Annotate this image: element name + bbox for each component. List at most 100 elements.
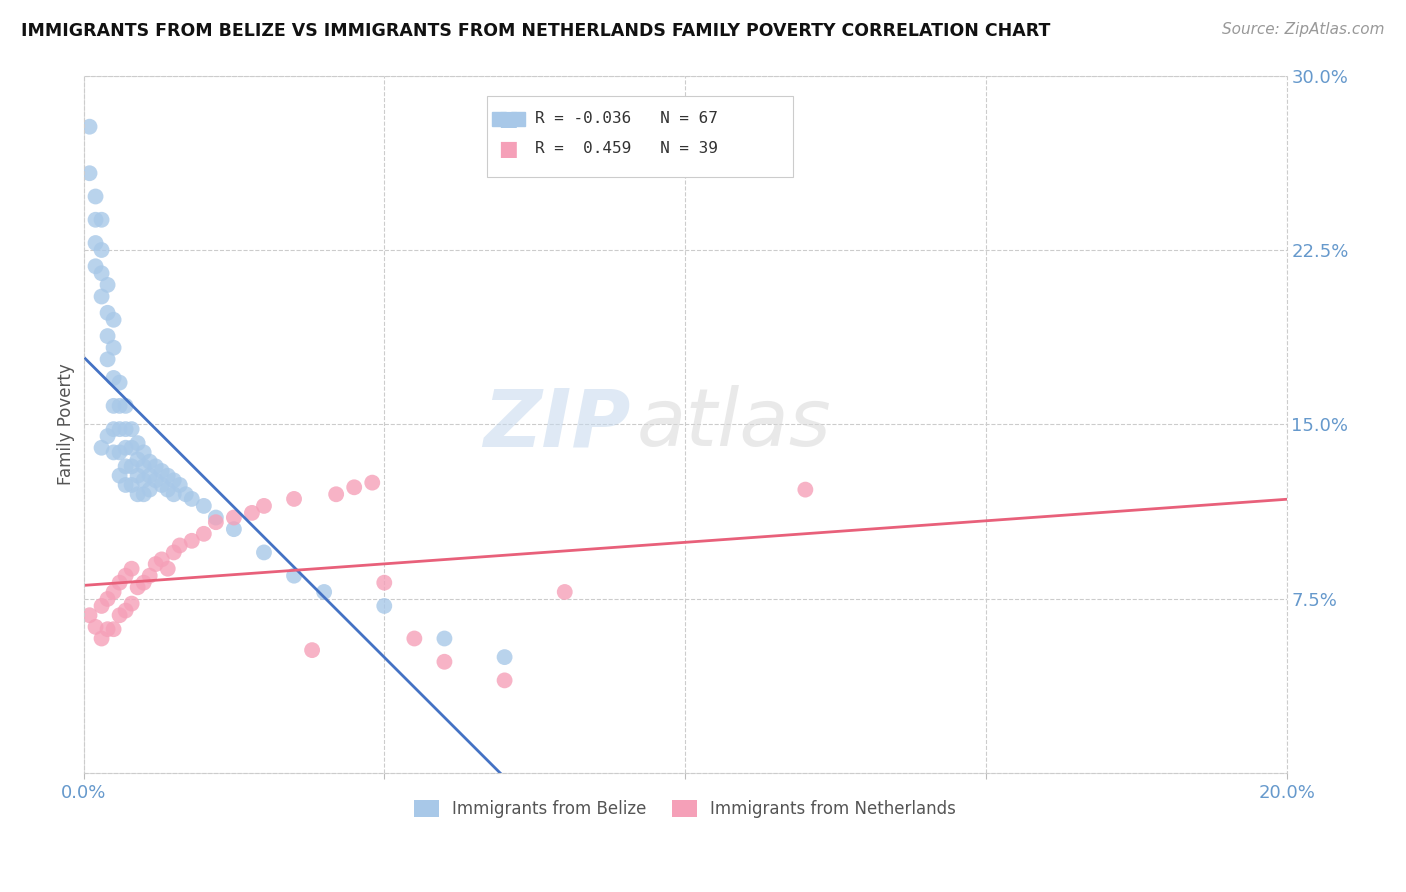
Point [90,289,112,303]
Point [103,422,125,436]
Point [79,166,101,180]
Point [114,399,136,413]
Point [90,599,112,613]
Point [150,464,173,478]
Point [361,475,384,490]
Point [121,441,143,455]
Point [433,632,456,646]
Point [156,483,179,497]
Point [97,622,120,636]
Point [169,478,191,492]
Point [103,399,125,413]
Point [132,487,155,501]
Point [103,341,125,355]
Point [114,568,136,582]
Point [90,212,112,227]
Point [283,568,305,582]
Point [373,575,395,590]
Point [163,487,186,501]
Point [103,371,125,385]
Point [114,478,136,492]
Point [114,441,136,455]
Point [103,585,125,599]
Point [97,306,120,320]
Point [180,491,202,506]
Text: ZIP: ZIP [484,385,631,464]
Point [84,620,107,634]
Point [79,120,101,134]
Point [97,591,120,606]
Point [108,575,131,590]
Point [169,538,191,552]
Point [145,459,167,474]
Point [180,533,202,548]
Point [138,483,160,497]
Point [97,352,120,367]
Text: ■: ■ [498,109,517,128]
Point [132,473,155,487]
Point [114,604,136,618]
Point [108,608,131,623]
Point [108,376,131,390]
Point [127,468,149,483]
Point [222,510,245,524]
Point [121,459,143,474]
Point [150,478,173,492]
Point [97,329,120,343]
Point [132,459,155,474]
Point [127,487,149,501]
Point [108,422,131,436]
Point [253,545,276,559]
Point [132,445,155,459]
Point [138,468,160,483]
Point [108,399,131,413]
Point [494,673,516,688]
Text: IMMIGRANTS FROM BELIZE VS IMMIGRANTS FROM NETHERLANDS FAMILY POVERTY CORRELATION: IMMIGRANTS FROM BELIZE VS IMMIGRANTS FRO… [21,22,1050,40]
Point [108,445,131,459]
Point [205,515,228,529]
Point [494,650,516,665]
Point [325,487,347,501]
Point [90,441,112,455]
Point [138,568,160,582]
Point [84,189,107,203]
Point [163,545,186,559]
Point [163,473,186,487]
Point [253,499,276,513]
Point [240,506,263,520]
Text: R =  0.459   N = 39: R = 0.459 N = 39 [534,141,717,156]
Point [193,499,215,513]
Point [193,526,215,541]
Point [108,468,131,483]
Point [174,487,197,501]
Point [222,522,245,536]
Bar [486,96,793,177]
Point [90,243,112,257]
Text: atlas: atlas [637,385,832,464]
Point [84,260,107,274]
Point [150,552,173,566]
Point [90,632,112,646]
Point [301,643,323,657]
Point [156,562,179,576]
Point [343,480,366,494]
Point [121,422,143,436]
Point [114,459,136,474]
Point [156,468,179,483]
Point [121,597,143,611]
Point [205,510,228,524]
Text: Source: ZipAtlas.com: Source: ZipAtlas.com [1222,22,1385,37]
Point [404,632,426,646]
Legend: Immigrants from Belize, Immigrants from Netherlands: Immigrants from Belize, Immigrants from … [408,793,963,824]
Point [314,585,336,599]
Text: R = -0.036   N = 67: R = -0.036 N = 67 [534,112,717,127]
Point [127,580,149,594]
Point [84,235,107,250]
Point [145,473,167,487]
Point [127,452,149,467]
Point [373,599,395,613]
Point [433,655,456,669]
Point [84,212,107,227]
Point [554,585,576,599]
Point [114,422,136,436]
